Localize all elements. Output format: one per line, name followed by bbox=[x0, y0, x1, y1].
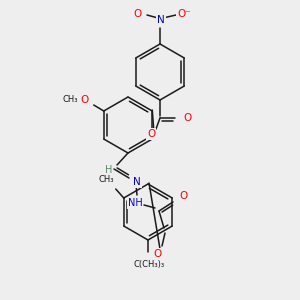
Text: N: N bbox=[133, 177, 141, 187]
Text: O: O bbox=[134, 9, 142, 19]
Text: N: N bbox=[157, 15, 165, 25]
Text: O: O bbox=[184, 113, 192, 123]
Text: O⁻: O⁻ bbox=[177, 9, 191, 19]
Text: CH₃: CH₃ bbox=[62, 95, 77, 104]
Text: NH: NH bbox=[128, 198, 142, 208]
Text: H: H bbox=[105, 165, 113, 175]
Text: CH₃: CH₃ bbox=[98, 176, 113, 184]
Text: O: O bbox=[179, 191, 187, 201]
Text: C(CH₃)₃: C(CH₃)₃ bbox=[134, 260, 165, 268]
Text: O: O bbox=[153, 249, 161, 259]
Text: O: O bbox=[147, 129, 155, 139]
Text: O: O bbox=[81, 95, 89, 105]
